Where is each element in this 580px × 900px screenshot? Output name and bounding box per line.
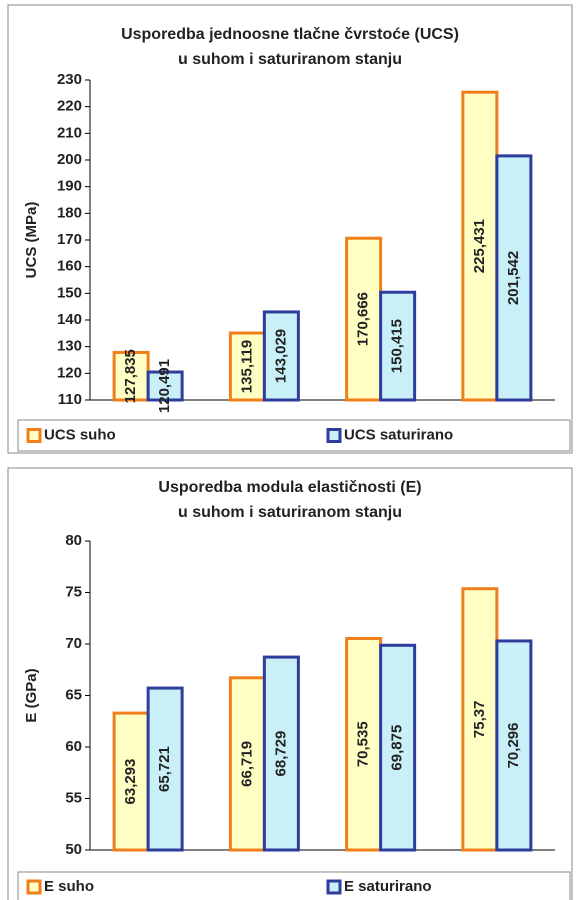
legend-label: E saturirano <box>344 878 432 895</box>
data-label: 201,542 <box>505 251 522 305</box>
data-label: 65,721 <box>156 746 173 792</box>
data-label: 69,875 <box>389 725 406 771</box>
y-tick-label: 120 <box>57 364 82 381</box>
data-label: 70,535 <box>355 721 372 767</box>
y-tick-label: 180 <box>57 204 82 221</box>
bar <box>146 686 184 852</box>
y-tick-label: 220 <box>57 98 82 115</box>
y-tick-label: 190 <box>57 178 82 195</box>
legend-box <box>17 871 571 900</box>
bar <box>228 331 266 402</box>
bar <box>461 587 499 852</box>
data-label: 127,835 <box>122 349 139 403</box>
y-tick-label: 130 <box>57 338 82 355</box>
y-tick-label: 150 <box>57 284 82 301</box>
y-axis-label: UCS (MPa) <box>23 202 40 279</box>
legend-label: UCS suho <box>44 426 116 443</box>
y-tick-label: 170 <box>57 231 82 248</box>
data-label: 75,37 <box>471 701 488 739</box>
data-label: 68,729 <box>272 731 289 777</box>
y-tick-label: 210 <box>57 124 82 141</box>
bar <box>495 639 533 852</box>
y-tick-label: 140 <box>57 311 82 328</box>
y-axis-label: E (GPa) <box>23 668 40 722</box>
bar <box>345 236 383 402</box>
y-tick-label: 160 <box>57 258 82 275</box>
bar <box>461 90 499 402</box>
y-tick-label: 60 <box>65 738 82 755</box>
y-tick-label: 55 <box>65 789 82 806</box>
chart-title: Usporedba modula elastičnosti (E) <box>158 479 421 496</box>
data-label: 143,029 <box>272 329 289 383</box>
data-label: 225,431 <box>471 219 488 273</box>
legend-swatch <box>326 879 342 895</box>
bar <box>379 290 417 402</box>
data-label: 66,719 <box>238 741 255 787</box>
data-label: 135,119 <box>238 340 255 393</box>
bar <box>379 643 417 852</box>
data-label: 170,666 <box>355 292 372 346</box>
bar <box>262 655 300 852</box>
legend-label: UCS saturirano <box>344 426 453 443</box>
y-tick-label: 200 <box>57 151 82 168</box>
y-tick-label: 230 <box>57 71 82 88</box>
bar <box>495 154 533 402</box>
y-tick-label: 75 <box>65 583 82 600</box>
y-tick-label: 110 <box>58 391 82 408</box>
bar <box>262 310 300 402</box>
y-tick-label: 50 <box>65 841 82 858</box>
y-tick-label: 80 <box>65 532 82 549</box>
y-tick-label: 70 <box>65 635 82 652</box>
data-label: 63,293 <box>122 759 139 805</box>
data-label: 70,296 <box>505 723 522 769</box>
data-label: 150,415 <box>389 319 406 373</box>
bar <box>146 370 184 402</box>
chart-title: u suhom i saturiranom stanju <box>178 51 402 68</box>
data-label: 120,491 <box>156 359 173 413</box>
legend-swatch <box>26 428 42 443</box>
chart-title: u suhom i saturiranom stanju <box>178 504 402 521</box>
legend-label: E suho <box>44 878 94 895</box>
y-tick-label: 65 <box>65 686 82 703</box>
chart-title: Usporedba jednoosne tlačne čvrstoće (UCS… <box>121 26 459 43</box>
legend-box <box>17 419 571 452</box>
bar <box>112 711 150 852</box>
legend-swatch <box>326 428 342 443</box>
legend-swatch <box>26 879 42 895</box>
